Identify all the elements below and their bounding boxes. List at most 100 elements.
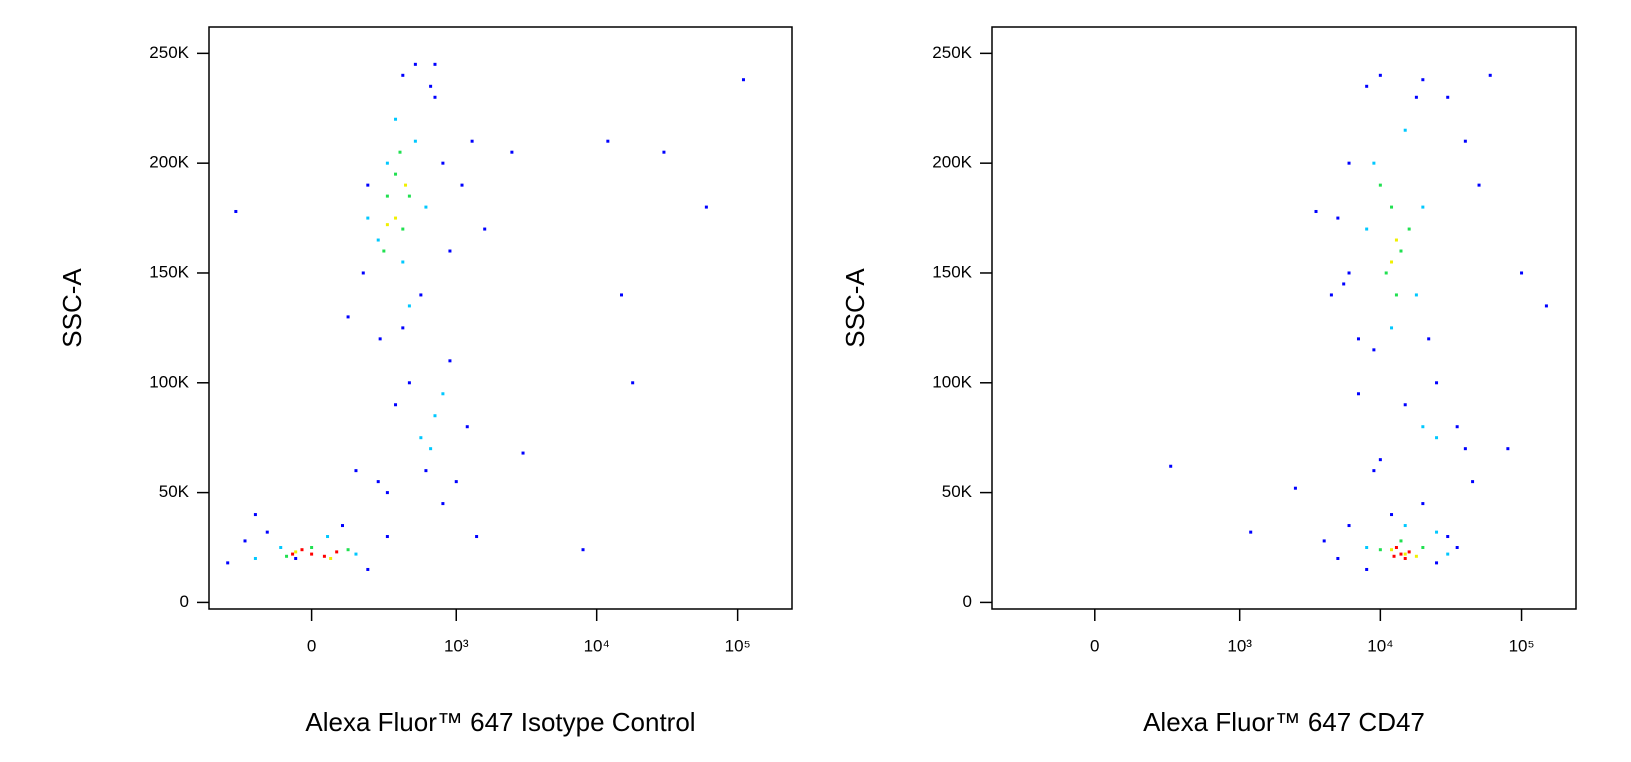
event-dot — [1372, 348, 1376, 352]
event-dot — [1390, 326, 1394, 330]
event-dot — [510, 150, 514, 154]
event-dot — [1314, 209, 1318, 213]
event-dot — [376, 480, 380, 484]
event-dot — [1463, 139, 1467, 143]
event-dot — [1336, 556, 1340, 560]
event-dot — [1394, 546, 1398, 550]
event-dot — [354, 469, 358, 473]
event-dot — [361, 271, 365, 275]
y-tick-label: 100K — [932, 372, 972, 391]
event-dot — [1544, 304, 1548, 308]
event-dot — [378, 337, 382, 341]
event-dot — [401, 227, 405, 231]
event-dot — [1293, 486, 1297, 490]
event-dot — [1378, 183, 1382, 187]
plot-frame — [991, 26, 1577, 610]
event-dot — [1471, 480, 1475, 484]
event-dot — [419, 293, 423, 297]
event-dot — [253, 513, 257, 517]
event-dot — [1407, 227, 1411, 231]
event-dot — [310, 552, 314, 556]
panel: 0 50K 100K 150K 200K 250K 0 10³ 10⁴ 10⁵ Alexa Fluo… — [840, 26, 1577, 737]
event-dot — [1477, 183, 1481, 187]
event-dot — [1365, 546, 1369, 550]
y-axis-title: SSC-A — [57, 268, 87, 348]
x-tick-label: 10³ — [444, 636, 469, 655]
event-dot — [329, 556, 333, 560]
event-dot — [1356, 392, 1360, 396]
event-dot — [1421, 425, 1425, 429]
y-tick-label: 250K — [149, 43, 189, 62]
event-dot — [1414, 554, 1418, 558]
event-dot — [704, 205, 708, 209]
event-dot — [1342, 282, 1346, 286]
event-dot — [620, 293, 624, 297]
event-dot — [404, 183, 408, 187]
event-dot — [394, 216, 398, 220]
event-dot — [398, 150, 402, 154]
event-dot — [1403, 556, 1407, 560]
event-dot — [1390, 260, 1394, 264]
event-dot — [1378, 458, 1382, 462]
event-dot — [1394, 238, 1398, 242]
event-dot — [310, 546, 314, 550]
x-tick-label: 10⁵ — [1509, 636, 1535, 655]
event-dot — [1394, 293, 1398, 297]
event-dot — [346, 315, 350, 319]
event-dot — [606, 139, 610, 143]
event-dot — [346, 548, 350, 552]
event-dot — [454, 480, 458, 484]
event-dot — [1421, 546, 1425, 550]
event-dot — [291, 552, 295, 556]
event-dot — [1347, 161, 1351, 165]
event-dot — [1372, 469, 1376, 473]
event-dot — [1399, 249, 1403, 253]
event-dot — [265, 530, 269, 534]
event-dot — [1365, 227, 1369, 231]
y-axis-title: SSC-A — [840, 268, 870, 348]
event-dot — [1435, 436, 1439, 440]
event-dot — [741, 78, 745, 82]
event-dot — [341, 524, 345, 528]
event-dot — [1403, 403, 1407, 407]
y-tick-label: 50K — [159, 482, 190, 501]
y-tick-label: 150K — [149, 262, 189, 281]
event-dot — [1403, 128, 1407, 132]
y-tick-label: 100K — [149, 372, 189, 391]
x-tick-label: 10⁴ — [584, 636, 610, 655]
event-dot — [1455, 546, 1459, 550]
event-dot — [385, 194, 389, 198]
event-dot — [366, 216, 370, 220]
event-dot — [1421, 205, 1425, 209]
event-dot — [429, 84, 433, 88]
x-tick-label: 0 — [1090, 636, 1099, 655]
y-tick-label: 250K — [932, 43, 972, 62]
event-dot — [441, 502, 445, 506]
plot-frame — [208, 26, 793, 610]
event-dot — [465, 425, 469, 429]
event-dot — [394, 117, 398, 121]
event-dot — [1384, 271, 1388, 275]
event-dot — [448, 359, 452, 363]
event-dot — [424, 469, 428, 473]
event-dot — [1372, 161, 1376, 165]
event-dot — [581, 548, 585, 552]
event-dot — [1407, 550, 1411, 554]
event-dot — [1403, 552, 1407, 556]
event-dot — [1488, 73, 1492, 77]
event-dot — [1356, 337, 1360, 341]
event-dot — [401, 260, 405, 264]
event-dot — [401, 73, 405, 77]
event-dot — [433, 95, 437, 99]
event-dot — [419, 436, 423, 440]
event-dot — [1446, 552, 1450, 556]
event-dot — [1169, 464, 1173, 468]
event-dot — [326, 535, 330, 539]
event-dot — [1421, 502, 1425, 506]
event-dot — [441, 392, 445, 396]
event-dot — [1329, 293, 1333, 297]
event-dot — [433, 62, 437, 66]
event-dot — [413, 62, 417, 66]
event-dot — [385, 161, 389, 165]
event-dot — [279, 546, 283, 550]
